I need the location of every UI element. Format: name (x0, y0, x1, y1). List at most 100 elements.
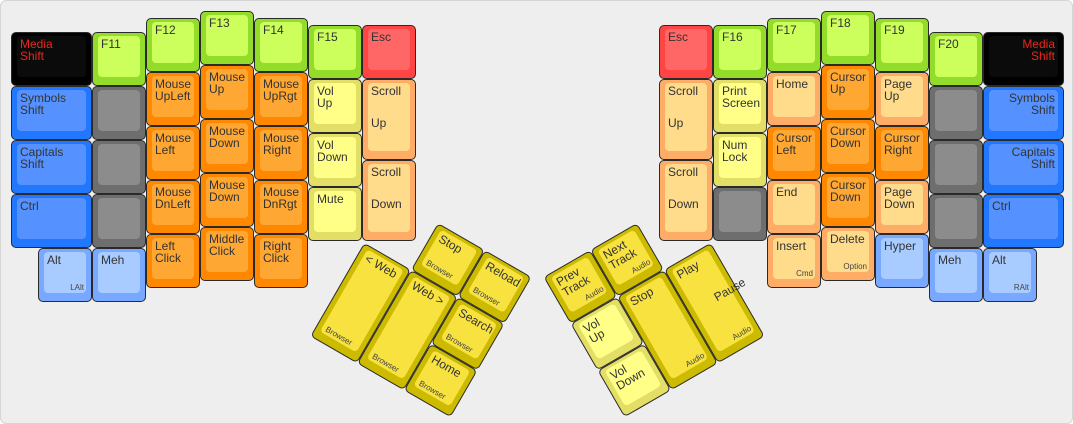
key-mouse-dnrgt[interactable]: Mouse DnRgt (254, 180, 308, 234)
key-label: Vol Up (580, 315, 608, 347)
key-label: Capitals Shift (20, 145, 64, 171)
key-ctrl[interactable]: Ctrl (11, 194, 92, 248)
key-cursor-down[interactable]: Cursor Down (821, 119, 875, 173)
key-blank[interactable] (92, 140, 146, 194)
key-scroll-down[interactable]: Scroll Down (659, 160, 713, 241)
key-label: Insert (776, 239, 807, 253)
key-hyper[interactable]: Hyper (875, 234, 929, 288)
key-mute[interactable]: Mute (308, 187, 362, 241)
key-left-click[interactable]: Left Click (146, 234, 200, 288)
key-mouse-down[interactable]: Mouse Down (200, 173, 254, 227)
key-f18[interactable]: F18 (821, 11, 875, 65)
keycap: F20 (935, 36, 977, 77)
key-mouse-dnleft[interactable]: Mouse DnLeft (146, 180, 200, 234)
key-label: Mouse DnLeft (155, 185, 192, 211)
key-end[interactable]: End (767, 180, 821, 234)
key-f13[interactable]: F13 (200, 11, 254, 65)
key-mouse-down[interactable]: Mouse Down (200, 119, 254, 173)
key-cursor-down[interactable]: Cursor Down (821, 173, 875, 227)
key-f19[interactable]: F19 (875, 18, 929, 72)
keycap: Mouse UpLeft (152, 76, 194, 117)
keycap: Symbols Shift (989, 90, 1058, 131)
keycap: Mouse Down (206, 177, 248, 218)
key-home[interactable]: Home (767, 72, 821, 126)
key-right-click[interactable]: Right Click (254, 234, 308, 288)
key-page-down[interactable]: Page Down (875, 180, 929, 234)
key-sub-label: Browser (444, 332, 475, 355)
key-insert[interactable]: Insert Cmd (767, 234, 821, 288)
keycap: Esc (368, 29, 410, 70)
key-label: Vol Down (607, 362, 648, 393)
key-middle-click[interactable]: Middle Click (200, 227, 254, 281)
key-mouse-left[interactable]: Mouse Left (146, 126, 200, 180)
keycap: Cursor Down (827, 177, 869, 218)
key-vol-down[interactable]: Vol Down (308, 133, 362, 187)
key-blank[interactable] (92, 194, 146, 248)
key-label: F16 (722, 30, 743, 44)
keycap: Ctrl (989, 198, 1058, 239)
keycap: Meh (935, 252, 977, 293)
key-num-lock[interactable]: Num Lock (713, 133, 767, 187)
key-mouse-upleft[interactable]: Mouse UpLeft (146, 72, 200, 126)
key-label: Mouse UpLeft (155, 77, 192, 103)
key-blank[interactable] (929, 86, 983, 140)
key-scroll-down[interactable]: Scroll Down (362, 160, 416, 241)
key-label: Capitals Shift (1011, 145, 1055, 171)
key-mouse-right[interactable]: Mouse Right (254, 126, 308, 180)
key-sub-label: Browser (471, 285, 502, 308)
keycap: Num Lock (719, 137, 761, 178)
key-symbols-shift[interactable]: Symbols Shift (983, 86, 1064, 140)
key-cursor-right[interactable]: Cursor Right (875, 126, 929, 180)
key-label: Meh (101, 253, 125, 267)
key-capitals-shift[interactable]: Capitals Shift (11, 140, 92, 194)
key-label: Mouse Down (209, 124, 246, 150)
key-esc[interactable]: Esc (362, 25, 416, 79)
key-vol-up[interactable]: Vol Up (308, 79, 362, 133)
keycap: Scroll Up (665, 83, 707, 151)
key-label: Symbols Shift (20, 91, 67, 117)
key-alt[interactable]: Alt LAlt (38, 248, 92, 302)
keycap: Capitals Shift (989, 144, 1058, 185)
key-meh[interactable]: Meh (92, 248, 146, 302)
key-delete[interactable]: Delete Option (821, 227, 875, 281)
key-capitals-shift[interactable]: Capitals Shift (983, 140, 1064, 194)
key-label: Play (674, 257, 702, 282)
key-media-shift[interactable]: Media Shift (983, 32, 1064, 86)
key-scroll-up[interactable]: Scroll Up (659, 79, 713, 160)
key-blank[interactable] (92, 86, 146, 140)
key-mouse-up[interactable]: Mouse Up (200, 65, 254, 119)
key-meh[interactable]: Meh (929, 248, 983, 302)
key-blank[interactable] (929, 194, 983, 248)
key-f16[interactable]: F16 (713, 25, 767, 79)
key-print-screen[interactable]: Print Screen (713, 79, 767, 133)
key-label: Scroll (668, 84, 699, 98)
key-alt[interactable]: Alt RAlt (983, 248, 1037, 302)
key-mouse-uprgt[interactable]: Mouse UpRgt (254, 72, 308, 126)
key-media-shift[interactable]: Media Shift (11, 32, 92, 86)
key-scroll-up[interactable]: Scroll Up (362, 79, 416, 160)
keycap: Media Shift (17, 36, 86, 77)
key-label: Ctrl (20, 199, 39, 213)
key-symbols-shift[interactable]: Symbols Shift (11, 86, 92, 140)
key-ctrl[interactable]: Ctrl (983, 194, 1064, 248)
key-label: Cursor Right (884, 131, 921, 157)
key-cursor-left[interactable]: Cursor Left (767, 126, 821, 180)
key-label: Print Screen (722, 84, 761, 110)
key-f20[interactable]: F20 (929, 32, 983, 86)
key-label: Mouse Right (263, 131, 300, 157)
keycap: Insert Cmd (773, 238, 815, 279)
key-label: Vol Up (317, 84, 334, 110)
key-f14[interactable]: F14 (254, 18, 308, 72)
key-cursor-up[interactable]: Cursor Up (821, 65, 875, 119)
key-f11[interactable]: F11 (92, 32, 146, 86)
key-page-up[interactable]: Page Up (875, 72, 929, 126)
keycap: Mute (314, 191, 356, 232)
key-f17[interactable]: F17 (767, 18, 821, 72)
key-blank[interactable] (713, 187, 767, 241)
key-f15[interactable]: F15 (308, 25, 362, 79)
key-blank[interactable] (929, 140, 983, 194)
keycap: Middle Click (206, 231, 248, 272)
key-label: Middle Click (209, 232, 245, 258)
key-esc[interactable]: Esc (659, 25, 713, 79)
key-f12[interactable]: F12 (146, 18, 200, 72)
